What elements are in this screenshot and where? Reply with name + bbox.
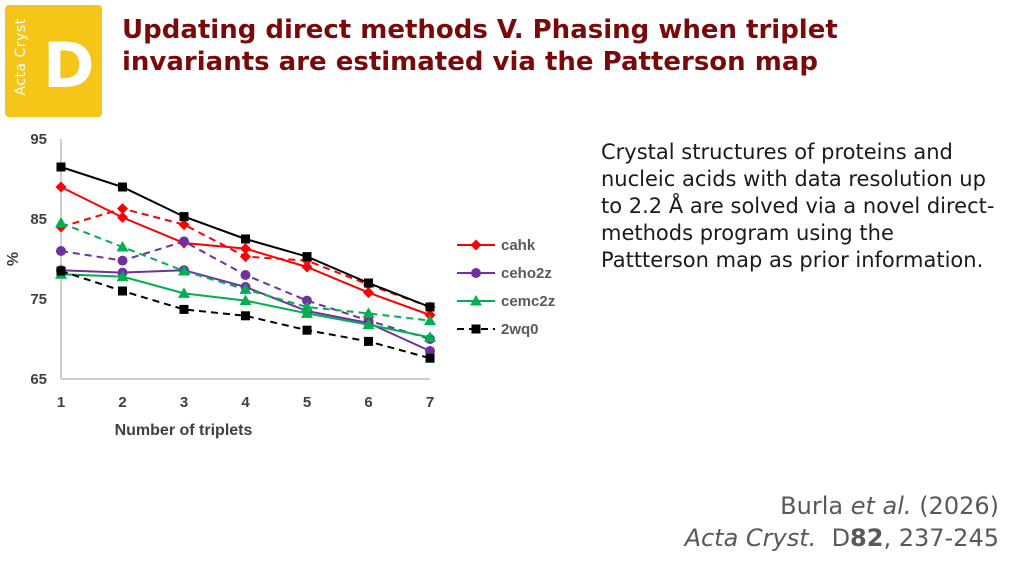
data-point-2wq0-solid bbox=[118, 182, 127, 192]
legend-label-ceho2z: ceho2z bbox=[501, 265, 552, 282]
citation-etal: et al. bbox=[850, 492, 912, 520]
data-point-cahk-solid bbox=[363, 287, 374, 299]
data-point-cemc2z-dashed bbox=[362, 307, 375, 318]
data-point-cemc2z-solid bbox=[239, 294, 252, 306]
data-point-cahk-solid bbox=[117, 211, 128, 223]
x-axis-title: Number of triplets bbox=[115, 422, 253, 439]
citation-pages: , 237-245 bbox=[883, 524, 999, 552]
journal-badge: Acta Cryst D bbox=[5, 5, 102, 117]
data-point-2wq0-solid bbox=[241, 234, 250, 244]
data-point-ceho2z-solid bbox=[425, 346, 435, 356]
y-axis-title: % bbox=[5, 252, 22, 266]
data-point-ceho2z-dashed bbox=[117, 255, 128, 266]
legend-label-2wq0: 2wq0 bbox=[501, 321, 539, 338]
data-point-2wq0-dashed bbox=[241, 311, 250, 321]
data-point-cahk-solid bbox=[301, 261, 313, 273]
data-point-cemc2z-solid bbox=[362, 318, 375, 330]
data-point-cemc2z-solid bbox=[424, 331, 436, 342]
citation-section: D bbox=[831, 524, 851, 552]
data-point-2wq0-solid bbox=[302, 252, 312, 262]
data-point-ceho2z-dashed bbox=[56, 246, 66, 256]
citation-volume: 82 bbox=[850, 524, 884, 552]
citation-authors: Burla bbox=[780, 492, 844, 520]
legend-label-cemc2z: cemc2z bbox=[501, 293, 555, 310]
data-point-cemc2z-solid bbox=[301, 307, 313, 318]
data-point-cemc2z-solid bbox=[116, 270, 129, 282]
x-tick-label: 5 bbox=[303, 394, 311, 411]
data-point-2wq0-dashed bbox=[364, 336, 373, 346]
data-point-cahk-dashed bbox=[178, 219, 190, 231]
data-point-2wq0-solid bbox=[364, 278, 373, 288]
citation-line-authors: Burla et al. (2026) bbox=[685, 490, 999, 522]
data-point-ceho2z-dashed bbox=[240, 270, 251, 280]
data-point-2wq0-solid bbox=[425, 302, 435, 312]
data-point-2wq0-solid bbox=[56, 162, 66, 172]
citation-line-journal: Acta Cryst. D82, 237-245 bbox=[685, 522, 999, 554]
legend-marker-2wq0 bbox=[471, 324, 481, 334]
line-chart: 65 75 85 95 1 2 3 4 5 6 7 Number of triplets% cahk ce… bbox=[5, 131, 555, 439]
data-point-cemc2z-dashed bbox=[239, 283, 252, 294]
data-point-2wq0-dashed bbox=[425, 353, 435, 363]
data-point-cemc2z-dashed bbox=[55, 217, 67, 228]
legend-marker-cahk bbox=[470, 239, 482, 251]
data-point-cahk-solid bbox=[55, 181, 67, 193]
legend-marker-ceho2z bbox=[471, 268, 481, 278]
data-point-ceho2z-dashed bbox=[302, 295, 312, 306]
y-tick-label: 85 bbox=[30, 211, 47, 228]
x-tick-label: 2 bbox=[118, 394, 126, 411]
badge-journal-name: Acta Cryst bbox=[13, 18, 29, 96]
citation: Burla et al. (2026) Acta Cryst. D82, 237… bbox=[685, 490, 999, 554]
y-tick-label: 75 bbox=[30, 291, 47, 308]
x-tick-label: 6 bbox=[364, 394, 372, 411]
data-point-2wq0-dashed bbox=[179, 304, 189, 314]
data-point-2wq0-dashed bbox=[302, 325, 312, 335]
data-point-cemc2z-dashed bbox=[424, 314, 436, 326]
data-point-2wq0-solid bbox=[179, 212, 189, 222]
data-point-ceho2z-dashed bbox=[179, 236, 189, 247]
x-tick-label: 7 bbox=[426, 394, 434, 411]
data-point-cemc2z-solid bbox=[178, 287, 190, 298]
data-point-cemc2z-dashed bbox=[178, 265, 190, 276]
x-tick-label: 4 bbox=[241, 394, 250, 411]
data-point-cahk-solid bbox=[240, 243, 251, 255]
legend-marker-cemc2z bbox=[470, 295, 482, 306]
data-point-cahk-dashed bbox=[117, 203, 128, 215]
citation-year: (2026) bbox=[919, 492, 999, 520]
y-tick-label: 65 bbox=[30, 371, 47, 388]
data-point-2wq0-dashed bbox=[118, 286, 127, 296]
data-point-cahk-dashed bbox=[240, 251, 251, 263]
x-tick-label: 3 bbox=[180, 394, 188, 411]
y-tick-label: 95 bbox=[30, 131, 47, 148]
data-point-2wq0-dashed bbox=[56, 266, 66, 276]
data-point-cemc2z-dashed bbox=[116, 241, 129, 252]
citation-journal: Acta Cryst. bbox=[684, 524, 817, 552]
x-tick-label: 1 bbox=[57, 394, 65, 411]
legend-label-cahk: cahk bbox=[501, 237, 536, 254]
abstract-text: Crystal structures of proteins and nucle… bbox=[601, 140, 995, 272]
page-title: Updating direct methods V. Phasing when … bbox=[122, 15, 838, 77]
badge-section-letter: D bbox=[43, 29, 95, 102]
data-point-cemc2z-dashed bbox=[301, 301, 313, 312]
